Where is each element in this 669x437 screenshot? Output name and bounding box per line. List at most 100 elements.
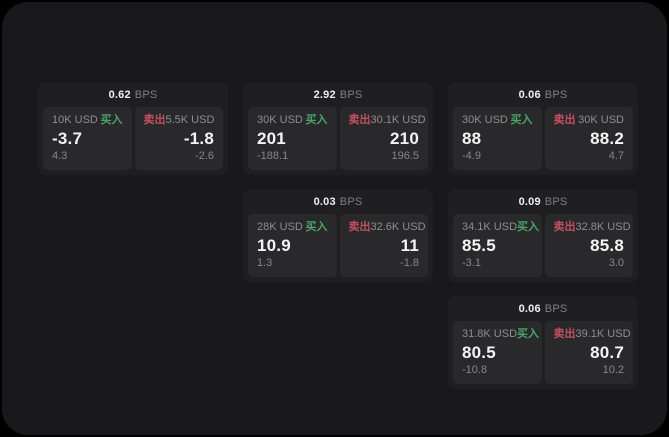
bps-value: 0.06 (518, 88, 541, 101)
sell-tile-header: 卖出 39.1K USD (553, 328, 631, 341)
bps-header: 2.92 BPS (243, 82, 433, 107)
bps-unit-label: BPS (339, 195, 363, 208)
buy-sub-value: -4.9 (462, 150, 481, 162)
buy-sub-value: -10.8 (462, 364, 488, 376)
quote-card: 2.92 BPS 30K USD 买入 201 -188.1 卖出 30.1K … (243, 82, 433, 175)
bps-value: 0.62 (108, 88, 131, 101)
buy-quote-tile[interactable]: 31.8K USD 买入 80.5 -10.8 (453, 321, 542, 384)
quote-card: 0.03 BPS 28K USD 买入 10.9 1.3 卖出 32.6K US… (243, 189, 433, 282)
sell-quote-tile[interactable]: 卖出 32.8K USD 85.8 3.0 (544, 214, 633, 277)
buy-amount: 31.8K USD (462, 328, 518, 340)
sell-quote-tile[interactable]: 卖出 39.1K USD 80.7 10.2 (544, 321, 633, 384)
buy-price: 10.9 (257, 236, 291, 255)
bps-header: 0.06 BPS (448, 296, 638, 321)
sell-label: 卖出 (553, 328, 576, 340)
sell-price: 11 (400, 236, 419, 255)
buy-tile-header: 30K USD 买入 (257, 114, 328, 127)
buy-amount: 28K USD (257, 221, 303, 233)
sell-sub-value: -2.6 (195, 150, 214, 162)
sell-label: 卖出 (553, 221, 576, 233)
buy-label: 买入 (517, 328, 540, 340)
buy-amount: 30K USD (462, 114, 508, 126)
bps-value: 0.03 (313, 195, 336, 208)
sell-label: 卖出 (348, 114, 371, 126)
buy-label: 买入 (305, 221, 328, 233)
bps-unit-label: BPS (134, 88, 158, 101)
sell-label: 卖出 (553, 114, 576, 126)
buy-quote-tile[interactable]: 34.1K USD 买入 85.5 -3.1 (453, 214, 542, 277)
buy-amount: 30K USD (257, 114, 303, 126)
buy-tile-header: 31.8K USD 买入 (462, 328, 539, 341)
sell-tile-header: 卖出 32.6K USD (348, 221, 426, 234)
buy-label: 买入 (517, 221, 540, 233)
sell-price: -1.8 (183, 129, 214, 148)
buy-amount: 10K USD (52, 114, 98, 126)
bps-header: 0.06 BPS (448, 82, 638, 107)
quote-cards-grid: 0.62 BPS 10K USD 买入 -3.7 4.3 卖出 5.5K USD (38, 82, 638, 389)
buy-sub-value: -188.1 (257, 150, 289, 162)
buy-amount: 34.1K USD (462, 221, 518, 233)
bps-unit-label: BPS (544, 195, 568, 208)
buy-price: 85.5 (462, 236, 496, 255)
bps-unit-label: BPS (544, 88, 568, 101)
quote-card: 0.09 BPS 34.1K USD 买入 85.5 -3.1 卖出 32.8K… (448, 189, 638, 282)
sell-price: 210 (390, 129, 419, 148)
buy-sub-value: 4.3 (52, 150, 68, 162)
buy-quote-tile[interactable]: 10K USD 买入 -3.7 4.3 (43, 107, 132, 170)
sell-amount: 5.5K USD (165, 114, 215, 126)
buy-price: 201 (257, 129, 286, 148)
quote-card-body: 34.1K USD 买入 85.5 -3.1 卖出 32.8K USD 85.8… (448, 214, 638, 282)
quote-card: 0.06 BPS 31.8K USD 买入 80.5 -10.8 卖出 39.1… (448, 296, 638, 389)
sell-sub-value: 3.0 (608, 257, 624, 269)
buy-price: 88 (462, 129, 482, 148)
sell-sub-value: 10.2 (602, 364, 624, 376)
sell-amount: 30.1K USD (370, 114, 426, 126)
buy-tile-header: 30K USD 买入 (462, 114, 533, 127)
bps-header: 0.09 BPS (448, 189, 638, 214)
quote-card-body: 28K USD 买入 10.9 1.3 卖出 32.6K USD 11 -1.8 (243, 214, 433, 282)
sell-quote-tile[interactable]: 卖出 30K USD 88.2 4.7 (544, 107, 633, 170)
buy-quote-tile[interactable]: 30K USD 买入 201 -188.1 (248, 107, 337, 170)
buy-tile-header: 34.1K USD 买入 (462, 221, 539, 234)
buy-sub-value: -3.1 (462, 257, 481, 269)
buy-price: 80.5 (462, 343, 496, 362)
bps-value: 0.06 (518, 302, 541, 315)
sell-quote-tile[interactable]: 卖出 32.6K USD 11 -1.8 (339, 214, 428, 277)
bps-value: 0.09 (518, 195, 541, 208)
sell-price: 80.7 (590, 343, 624, 362)
quote-card-body: 10K USD 买入 -3.7 4.3 卖出 5.5K USD -1.8 -2.… (38, 107, 228, 175)
bps-header: 0.03 BPS (243, 189, 433, 214)
bps-header: 0.62 BPS (38, 82, 228, 107)
sell-sub-value: 196.5 (391, 150, 419, 162)
sell-quote-tile[interactable]: 卖出 5.5K USD -1.8 -2.6 (134, 107, 223, 170)
sell-amount: 39.1K USD (575, 328, 631, 340)
sell-tile-header: 卖出 5.5K USD (144, 114, 215, 127)
quote-card: 0.06 BPS 30K USD 买入 88 -4.9 卖出 30K USD (448, 82, 638, 175)
quote-card-body: 30K USD 买入 201 -188.1 卖出 30.1K USD 210 1… (243, 107, 433, 175)
bps-unit-label: BPS (339, 88, 363, 101)
sell-amount: 32.6K USD (370, 221, 426, 233)
sell-tile-header: 卖出 32.8K USD (553, 221, 631, 234)
buy-sub-value: 1.3 (257, 257, 273, 269)
buy-label: 买入 (305, 114, 328, 126)
sell-amount: 30K USD (578, 114, 624, 126)
sell-sub-value: 4.7 (608, 150, 624, 162)
sell-label: 卖出 (348, 221, 371, 233)
sell-label: 卖出 (143, 114, 166, 126)
buy-tile-header: 28K USD 买入 (257, 221, 328, 234)
sell-amount: 32.8K USD (575, 221, 631, 233)
quote-card-body: 30K USD 买入 88 -4.9 卖出 30K USD 88.2 4.7 (448, 107, 638, 175)
buy-tile-header: 10K USD 买入 (52, 114, 123, 127)
buy-label: 买入 (100, 114, 123, 126)
sell-price: 88.2 (590, 129, 624, 148)
sell-sub-value: -1.8 (400, 257, 419, 269)
buy-quote-tile[interactable]: 28K USD 买入 10.9 1.3 (248, 214, 337, 277)
sell-quote-tile[interactable]: 卖出 30.1K USD 210 196.5 (339, 107, 428, 170)
buy-price: -3.7 (52, 129, 83, 148)
buy-quote-tile[interactable]: 30K USD 买入 88 -4.9 (453, 107, 542, 170)
bps-value: 2.92 (313, 88, 336, 101)
sell-price: 85.8 (590, 236, 624, 255)
sell-tile-header: 卖出 30.1K USD (348, 114, 426, 127)
bps-unit-label: BPS (544, 302, 568, 315)
